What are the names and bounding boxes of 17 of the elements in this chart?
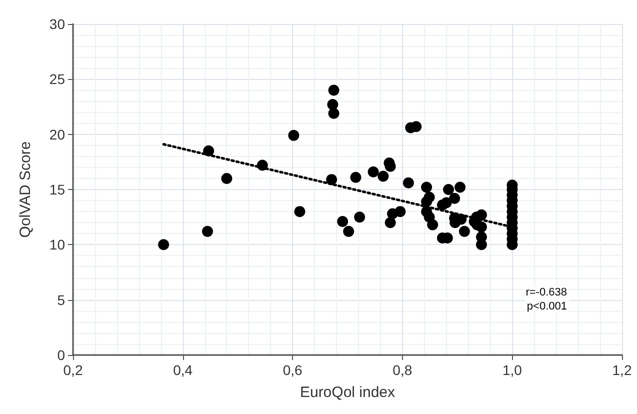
- annotation: r=-0.638: [526, 286, 568, 298]
- annotation: p<0.001: [526, 300, 568, 312]
- y-tick-label: 30: [49, 16, 66, 32]
- x-tick-label: 0,8: [392, 362, 412, 378]
- y-tick-label: 0: [57, 347, 66, 363]
- y-tick-label: 25: [49, 71, 66, 88]
- x-tick-label: 1,0: [502, 362, 522, 378]
- y-tick-label: 10: [49, 236, 66, 253]
- y-tick-label: 5: [57, 292, 66, 308]
- y-axis-title: QolVAD Score: [17, 141, 34, 238]
- x-tick-label: 0,6: [282, 362, 303, 378]
- x-tick-label: 0,2: [63, 362, 83, 378]
- y-tick-label: 20: [49, 126, 66, 142]
- x-tick-label: 1,2: [612, 362, 632, 378]
- x-tick-label: 0,4: [173, 362, 193, 378]
- y-tick-label: 15: [49, 182, 66, 198]
- x-axis-title: EuroQol index: [300, 384, 396, 401]
